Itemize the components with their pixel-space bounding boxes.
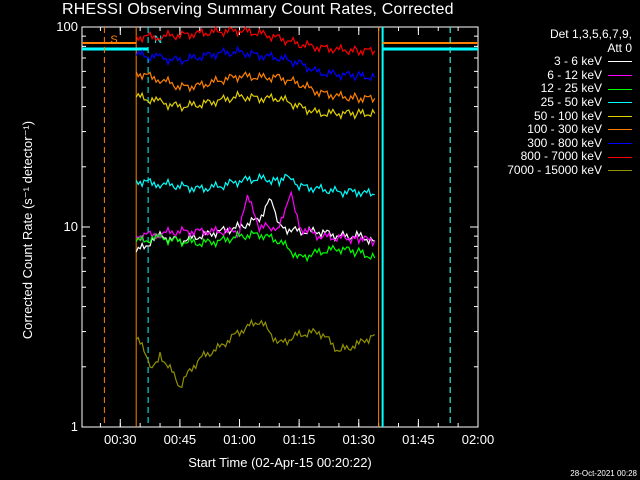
series-line-5	[135, 71, 376, 105]
legend-item: 7000 - 15000 keV	[507, 162, 632, 178]
legend-swatch	[608, 102, 632, 104]
y-tick-label: 1	[71, 419, 78, 434]
x-tick-label: 00:30	[104, 432, 137, 447]
legend-header-line-2: Att 0	[607, 40, 632, 55]
series-line-0	[135, 198, 375, 253]
y-tick-label: 100	[56, 19, 78, 34]
x-tick-label: 00:45	[164, 432, 197, 447]
legend-item: 100 - 300 keV	[507, 123, 632, 137]
legend-swatch	[608, 170, 632, 172]
legend: Det 1,3,5,6,7,9, Att 0 3 - 6 keV 6 - 12 k…	[507, 27, 632, 178]
chart-title: RHESSI Observing Summary Count Rates, Co…	[62, 1, 454, 18]
y-axis-label: Corrected Count Rate (s⁻¹ detector⁻¹)	[20, 120, 35, 340]
marker-label: S	[110, 34, 117, 46]
plot-frame	[81, 26, 479, 428]
legend-item-label: 300 - 800 keV	[527, 135, 602, 150]
y-tick-label: 10	[64, 219, 78, 234]
x-tick-label: 01:00	[223, 432, 256, 447]
legend-item-label: 25 - 50 keV	[540, 94, 602, 109]
legend-item: 300 - 800 keV	[507, 135, 632, 151]
x-tick-label: 02:00	[462, 432, 495, 447]
legend-item-label: 3 - 6 keV	[553, 54, 602, 69]
legend-header-line-1: Det 1,3,5,6,7,9,	[549, 27, 632, 41]
legend-item: 800 - 7000 keV	[507, 150, 632, 164]
legend-swatch	[608, 156, 632, 158]
legend-swatch	[608, 61, 632, 63]
legend-item: 25 - 50 keV	[507, 94, 632, 110]
legend-swatch	[608, 129, 632, 131]
series-line-7	[135, 25, 376, 57]
x-tick-label: 01:45	[402, 432, 435, 447]
x-tick-label: 01:30	[342, 432, 375, 447]
series-line-1	[135, 190, 376, 248]
legend-swatch	[608, 88, 632, 90]
series-line-4	[135, 90, 376, 121]
legend-item-label: 800 - 7000 keV	[520, 149, 602, 164]
legend-item-label: 100 - 300 keV	[527, 122, 602, 137]
legend-swatch	[608, 75, 632, 77]
legend-item-label: 6 - 12 keV	[547, 67, 602, 82]
legend-item-label: 50 - 100 keV	[533, 108, 602, 123]
legend-item-label: 7000 - 15000 keV	[507, 162, 602, 177]
x-tick-label: 01:15	[283, 432, 316, 447]
legend-swatch	[608, 143, 632, 145]
legend-swatch	[608, 115, 632, 117]
timestamp: 28-Oct-2021 00:28	[570, 469, 637, 478]
legend-item: 3 - 6 keV	[507, 55, 632, 69]
legend-item-label: 12 - 25 keV	[540, 81, 602, 96]
series-line-6	[135, 45, 376, 82]
marker-label: N	[154, 34, 162, 46]
x-axis-label: Start Time (02-Apr-15 00:20:22)	[188, 455, 372, 470]
legend-item: 6 - 12 keV	[507, 67, 632, 83]
legend-item: 50 - 100 keV	[507, 108, 632, 124]
series-line-8	[135, 318, 376, 389]
series-line-3	[135, 172, 375, 199]
series-line-2	[135, 229, 376, 263]
legend-item: 12 - 25 keV	[507, 82, 632, 96]
